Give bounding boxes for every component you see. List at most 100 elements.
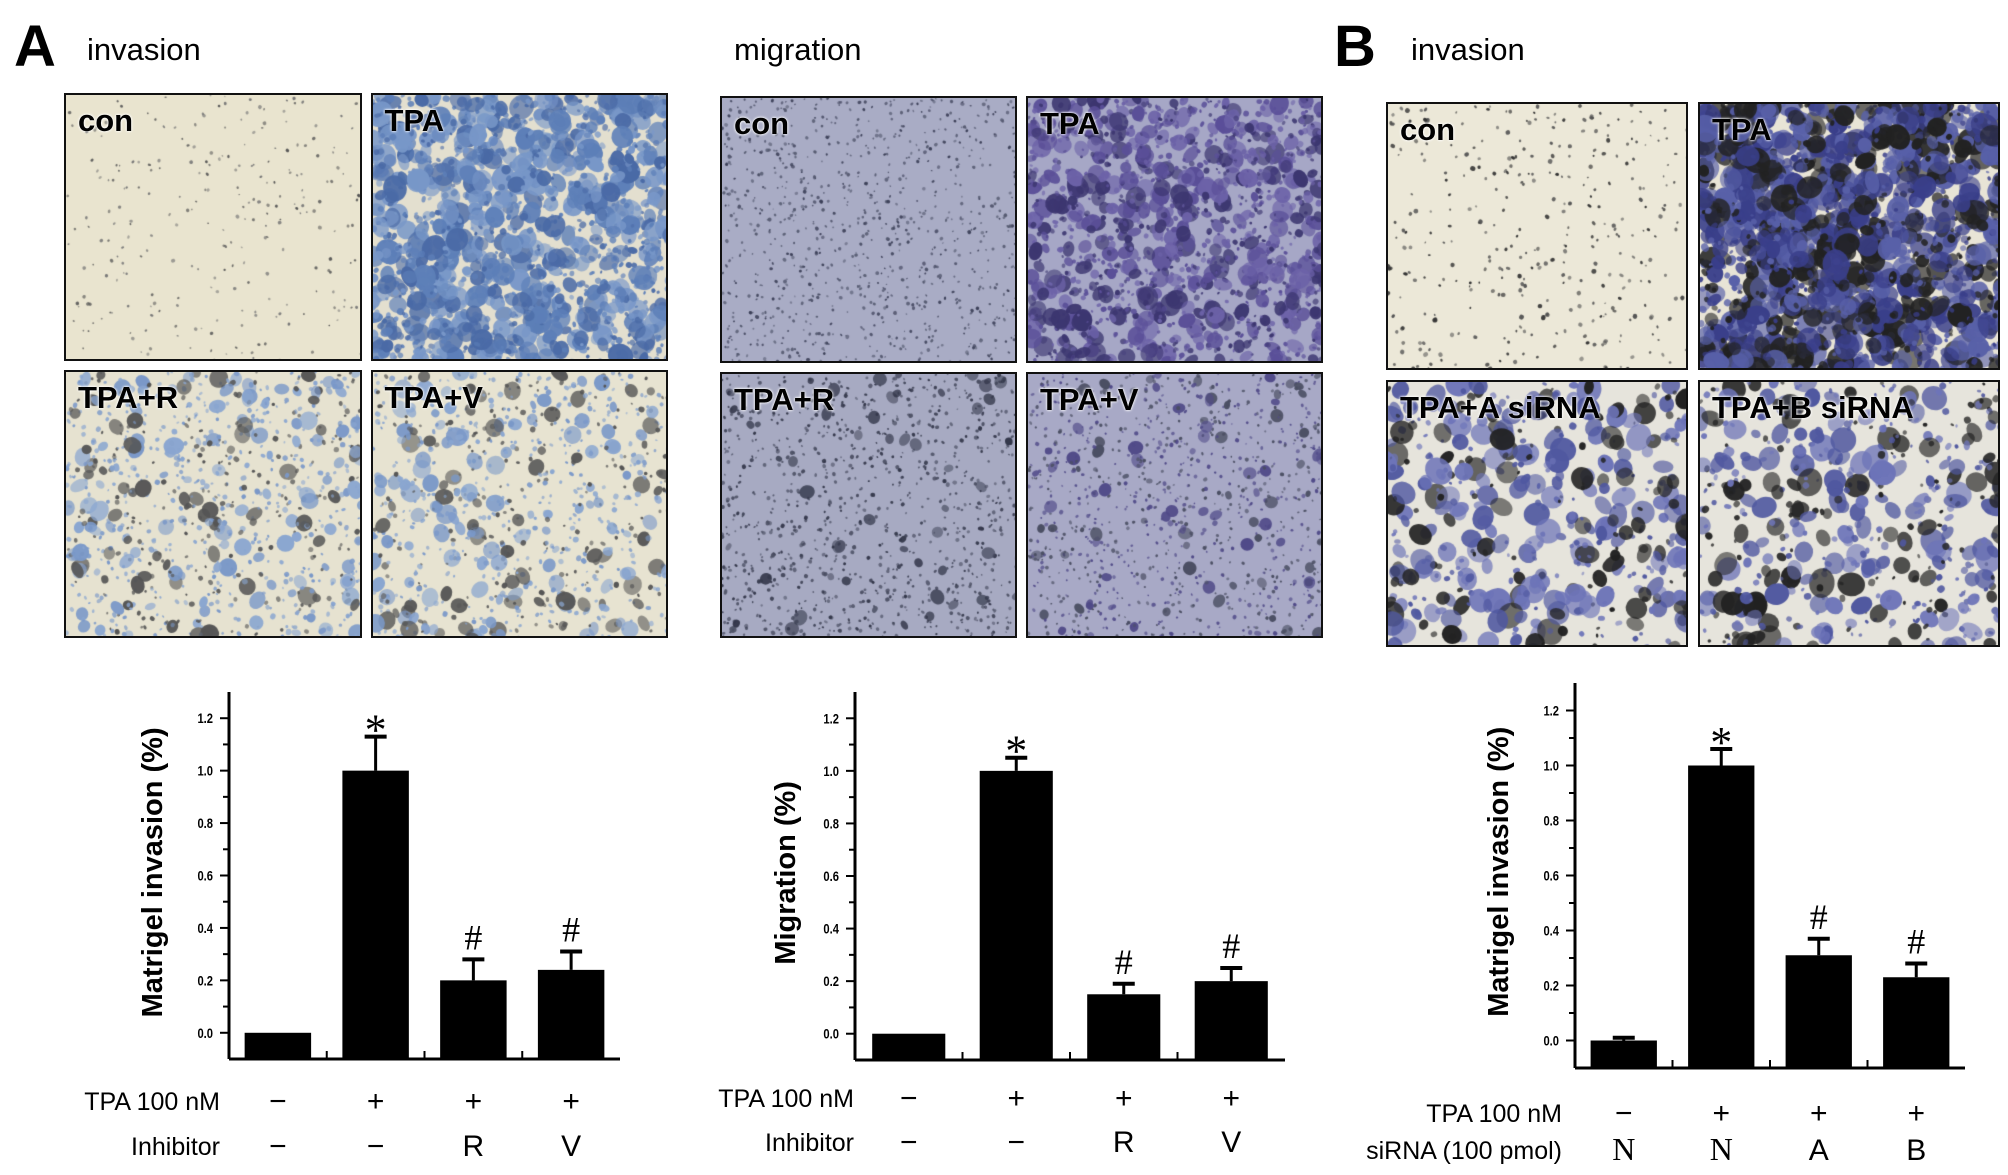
chart3-significance-star: * [1710, 718, 1732, 767]
chart2-bar-tpa [979, 770, 1053, 1060]
image-label: TPA [1712, 112, 1772, 147]
chart2-significance-hash: # [1222, 926, 1240, 966]
chart1-condition-row-label: TPA 100 nM [84, 1088, 220, 1116]
chart1-condition-value: R [463, 1130, 485, 1163]
micrograph-cells [722, 98, 1015, 361]
migration-a-image-4: TPA+V [1026, 371, 1323, 638]
chart3-condition-row-label: TPA 100 nM [1426, 1100, 1562, 1128]
chart2-condition-row-label: TPA 100 nM [718, 1085, 854, 1113]
chart2-condition-value: + [1115, 1082, 1133, 1115]
invasion-a-image-4: TPA+V [370, 370, 668, 638]
chart1-condition-value: − [367, 1130, 385, 1163]
chart1-significance-star: * [365, 706, 387, 755]
chart3-significance-hash: # [1810, 897, 1828, 937]
chart1-significance-hash: # [464, 917, 482, 957]
panel-letter-b: B [1334, 14, 1376, 79]
image-label: TPA+V [384, 380, 483, 415]
micrograph-cells [372, 372, 667, 636]
chart2-condition-value: V [1221, 1126, 1241, 1159]
invasion-b-image-3: TPA+A siRNA [1386, 379, 1688, 647]
invasion-b-image-4: TPA+B siRNA [1698, 379, 2000, 647]
chart3-condition-value: + [1712, 1097, 1730, 1130]
chart2-condition-value: + [1222, 1082, 1240, 1115]
chart2-condition-value: − [1007, 1126, 1025, 1159]
chart1-condition-value: + [465, 1085, 483, 1118]
micrograph-cells [1028, 373, 1321, 637]
chart1-bar-tpa-v [537, 969, 605, 1059]
chart1-y-tick-label: 0.4 [197, 921, 213, 936]
chart3-condition-value: + [1907, 1097, 1925, 1130]
invasion-title-b: invasion [1411, 32, 1525, 67]
image-label: TPA+V [1040, 381, 1139, 417]
chart2-y-axis-label: Migration (%) [770, 781, 802, 965]
chart3-y-tick-label: 1.0 [1543, 758, 1559, 773]
chart2-condition-value: − [900, 1126, 918, 1159]
chart1-bar-con [244, 1032, 312, 1059]
invasion-title-a: invasion [87, 32, 201, 67]
migration-title-a: migration [734, 32, 862, 67]
chart3-bar-tpa-a-sirna [1785, 955, 1852, 1068]
micrograph-cells [1388, 104, 1686, 368]
image-label: con [78, 103, 134, 138]
micrograph-cells [1028, 98, 1321, 361]
chart2-y-tick-label: 1.2 [823, 711, 839, 726]
chart2-bar-tpa-v [1194, 981, 1268, 1060]
chart1-y-tick-label: 1.2 [197, 711, 213, 726]
chart1-condition-value: + [367, 1085, 385, 1118]
chart3-y-tick-label: 0.6 [1543, 868, 1559, 883]
chart1-condition-value: − [269, 1085, 287, 1118]
chart3-bar-con [1590, 1040, 1657, 1068]
chart2-significance-hash: # [1115, 942, 1133, 982]
chart2-y-tick-label: 0.6 [823, 869, 839, 884]
chart2-y-tick-label: 0.4 [823, 921, 839, 936]
micrograph-cells [722, 373, 1015, 637]
chart1-significance-hash: # [562, 910, 580, 950]
chart2-condition-value: − [900, 1082, 918, 1115]
invasion-a-image-1: con [64, 93, 362, 361]
chart1-y-tick-label: 0.2 [197, 973, 213, 988]
chart3-condition-value: − [1615, 1097, 1633, 1130]
chart3-condition-value: B [1906, 1134, 1926, 1167]
image-label: TPA+R [78, 380, 179, 415]
chart3-condition-value: N [1612, 1131, 1635, 1167]
chart3-y-tick-label: 0.2 [1543, 978, 1559, 993]
image-label: TPA [384, 103, 445, 138]
chart2-condition-row-label: Inhibitor [765, 1129, 854, 1157]
chart1-condition-value: − [269, 1130, 287, 1163]
chart1-y-tick-label: 0.0 [197, 1026, 213, 1041]
chart3-condition-row-label: siRNA (100 pmol) [1366, 1137, 1562, 1165]
chart3-bar-tpa [1688, 765, 1755, 1068]
chart3-y-tick-label: 0.0 [1543, 1033, 1559, 1048]
chart3-bar-tpa-b-sirna [1883, 977, 1950, 1068]
micrograph-cells [66, 95, 360, 359]
chart3-y-axis-label: Matrigel invasion (%) [1483, 727, 1515, 1017]
chart3-significance-hash: # [1907, 922, 1925, 962]
migration-a-image-3: TPA+R [720, 371, 1017, 638]
chart1-bar-tpa-r [440, 980, 507, 1059]
chart1-condition-value: V [561, 1130, 581, 1163]
chart3-condition-value: A [1809, 1134, 1829, 1167]
image-label: TPA [1040, 106, 1100, 141]
image-label: TPA+B siRNA [1712, 389, 1914, 425]
chart3-y-tick-label: 0.4 [1543, 923, 1559, 938]
invasion-b-image-2: TPA [1698, 102, 2000, 370]
chart2-condition-value: + [1007, 1082, 1025, 1115]
chart2-bar-con [872, 1033, 946, 1060]
chart2-y-tick-label: 0.8 [823, 816, 839, 831]
chart1-bar-tpa [342, 770, 409, 1059]
chart1-y-tick-label: 0.6 [197, 868, 213, 883]
chart3-y-tick-label: 0.8 [1543, 813, 1559, 828]
micrograph-cells [1700, 104, 1998, 368]
chart1-condition-value: + [562, 1085, 580, 1118]
micrograph-cells [1700, 381, 1998, 646]
chart2-bar-tpa-r [1087, 994, 1161, 1060]
chart1-condition-row-label: Inhibitor [131, 1133, 220, 1161]
chart2-y-tick-label: 0.2 [823, 974, 839, 989]
chart2-condition-value: R [1113, 1126, 1135, 1159]
chart3-y-tick-label: 1.2 [1543, 703, 1559, 718]
chart1-y-tick-label: 0.8 [197, 816, 213, 831]
chart1-y-tick-label: 1.0 [197, 763, 213, 778]
chart1-y-axis-label: Matrigel invasion (%) [137, 727, 169, 1017]
image-label: con [734, 106, 790, 141]
